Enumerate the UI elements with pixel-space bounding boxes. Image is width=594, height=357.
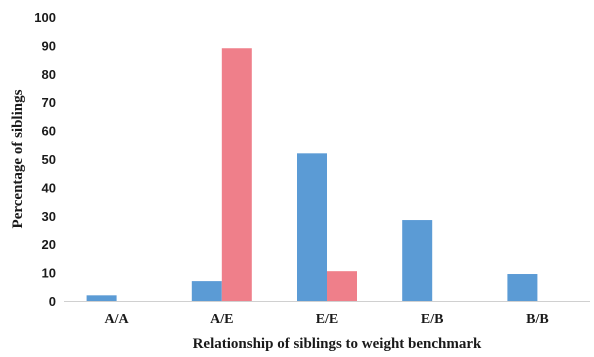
x-category-label: B/B [526, 312, 549, 327]
y-tick-label: 30 [42, 209, 56, 224]
bar-series2-a-e [221, 48, 252, 301]
bar-series1-e-e [297, 153, 327, 301]
x-axis-categories: A/A A/E E/E E/B B/B [105, 312, 549, 327]
x-category-label: E/B [421, 312, 444, 327]
x-axis-title: Relationship of siblings to weight bench… [193, 336, 482, 352]
y-axis-title: Percentage of siblings [10, 89, 26, 228]
bar-series1-b-b [507, 274, 538, 301]
y-tick-label: 10 [42, 266, 56, 281]
y-tick-label: 80 [42, 67, 56, 82]
bar-series1-a-a [86, 295, 117, 301]
x-category-label: A/E [210, 312, 233, 327]
bar-series1-e-b [402, 220, 433, 301]
y-tick-label: 50 [42, 152, 56, 167]
x-category-label: A/A [105, 312, 130, 327]
bar-series1-a-e [191, 281, 222, 301]
y-tick-label: 70 [42, 95, 56, 110]
y-axis-ticks: 0 10 20 30 40 50 60 70 80 90 100 [34, 10, 56, 309]
y-tick-label: 20 [42, 237, 56, 252]
y-tick-label: 100 [34, 10, 56, 25]
y-tick-label: 40 [42, 180, 56, 195]
y-tick-label: 60 [42, 124, 56, 139]
y-tick-label: 0 [49, 294, 56, 309]
bar-series2-e-e [327, 271, 357, 301]
y-tick-label: 90 [42, 38, 56, 53]
bars [86, 48, 538, 301]
x-category-label: E/E [316, 312, 339, 327]
